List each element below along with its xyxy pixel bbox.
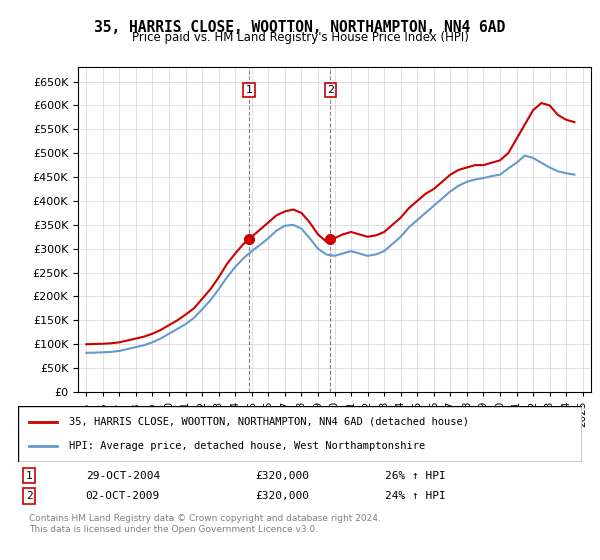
- FancyBboxPatch shape: [18, 406, 582, 462]
- Text: 29-OCT-2004: 29-OCT-2004: [86, 470, 160, 480]
- Text: Price paid vs. HM Land Registry's House Price Index (HPI): Price paid vs. HM Land Registry's House …: [131, 31, 469, 44]
- Text: 2: 2: [327, 85, 334, 95]
- Text: 35, HARRIS CLOSE, WOOTTON, NORTHAMPTON, NN4 6AD: 35, HARRIS CLOSE, WOOTTON, NORTHAMPTON, …: [94, 20, 506, 35]
- Text: HPI: Average price, detached house, West Northamptonshire: HPI: Average price, detached house, West…: [69, 441, 425, 451]
- Text: 1: 1: [245, 85, 253, 95]
- Text: Contains HM Land Registry data © Crown copyright and database right 2024.
This d: Contains HM Land Registry data © Crown c…: [29, 514, 381, 534]
- Text: £320,000: £320,000: [255, 491, 309, 501]
- Text: £320,000: £320,000: [255, 470, 309, 480]
- Text: 24% ↑ HPI: 24% ↑ HPI: [385, 491, 445, 501]
- Text: 2: 2: [26, 491, 32, 501]
- Text: 35, HARRIS CLOSE, WOOTTON, NORTHAMPTON, NN4 6AD (detached house): 35, HARRIS CLOSE, WOOTTON, NORTHAMPTON, …: [69, 417, 469, 427]
- Text: 1: 1: [26, 470, 32, 480]
- Text: 02-OCT-2009: 02-OCT-2009: [86, 491, 160, 501]
- Text: 26% ↑ HPI: 26% ↑ HPI: [385, 470, 445, 480]
